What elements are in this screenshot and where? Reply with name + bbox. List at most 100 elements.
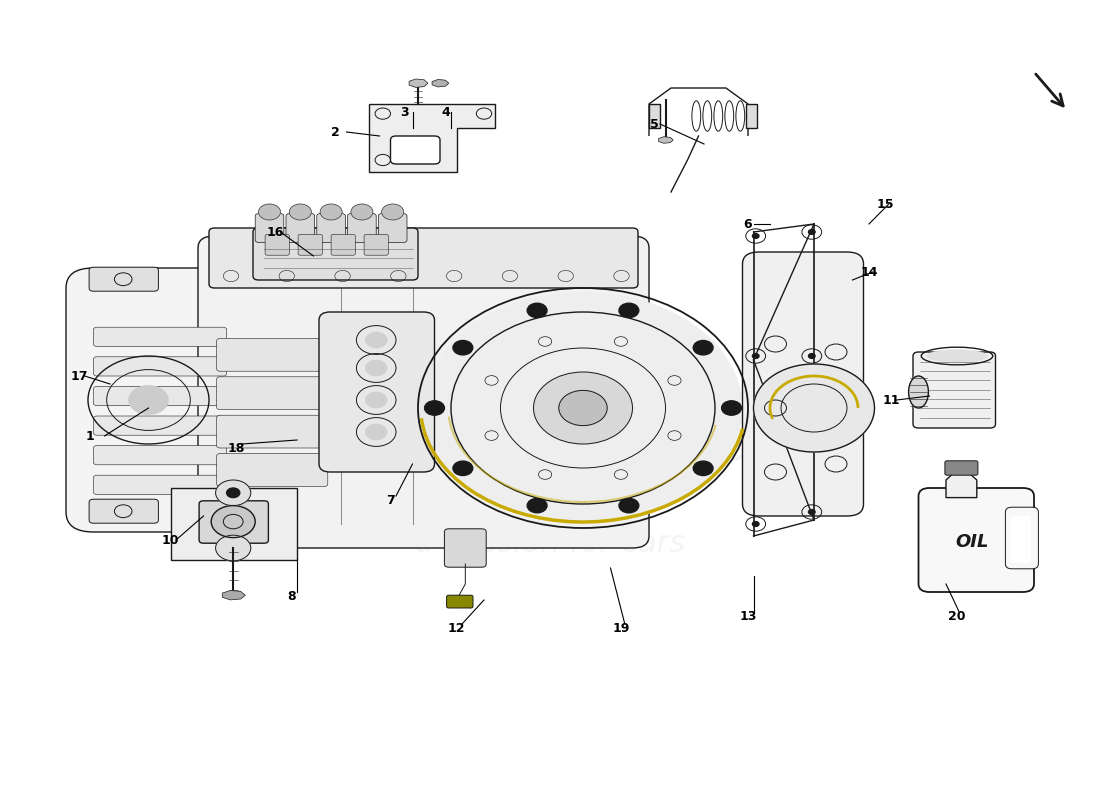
Text: 12: 12 [448, 622, 465, 634]
Circle shape [808, 510, 815, 514]
Bar [649, 104, 660, 128]
Circle shape [258, 204, 280, 220]
Circle shape [559, 390, 607, 426]
Circle shape [453, 341, 473, 355]
FancyBboxPatch shape [319, 312, 435, 472]
FancyBboxPatch shape [66, 268, 264, 532]
FancyBboxPatch shape [94, 386, 227, 406]
Circle shape [424, 292, 742, 524]
Circle shape [425, 401, 444, 415]
Circle shape [365, 332, 387, 348]
FancyBboxPatch shape [317, 214, 345, 242]
Circle shape [754, 364, 875, 452]
Circle shape [129, 386, 168, 414]
Ellipse shape [926, 350, 988, 362]
FancyBboxPatch shape [348, 214, 376, 242]
Text: 15: 15 [877, 198, 894, 210]
FancyBboxPatch shape [444, 529, 486, 567]
Text: 14: 14 [860, 266, 878, 278]
Text: 20: 20 [948, 610, 966, 622]
FancyBboxPatch shape [199, 501, 268, 543]
Polygon shape [368, 104, 495, 172]
FancyBboxPatch shape [89, 267, 158, 291]
Ellipse shape [909, 376, 928, 408]
Circle shape [808, 354, 815, 358]
FancyBboxPatch shape [945, 461, 978, 475]
FancyBboxPatch shape [255, 214, 284, 242]
Text: OIL: OIL [956, 533, 989, 550]
FancyBboxPatch shape [94, 475, 227, 494]
Bar [746, 104, 757, 128]
Polygon shape [946, 472, 977, 498]
FancyBboxPatch shape [94, 327, 227, 346]
FancyBboxPatch shape [364, 234, 388, 255]
Circle shape [752, 234, 759, 238]
Text: since 1985: since 1985 [525, 427, 751, 469]
FancyBboxPatch shape [298, 234, 322, 255]
FancyBboxPatch shape [378, 214, 407, 242]
Text: 4: 4 [441, 106, 450, 118]
Circle shape [693, 341, 713, 355]
Circle shape [227, 488, 240, 498]
Polygon shape [409, 79, 428, 87]
Circle shape [808, 230, 815, 234]
Text: 19: 19 [613, 622, 630, 634]
Circle shape [289, 204, 311, 220]
FancyBboxPatch shape [209, 228, 638, 288]
FancyBboxPatch shape [217, 338, 328, 371]
FancyBboxPatch shape [331, 234, 355, 255]
FancyBboxPatch shape [1011, 516, 1031, 562]
FancyBboxPatch shape [89, 499, 158, 523]
Circle shape [365, 424, 387, 440]
FancyBboxPatch shape [286, 214, 315, 242]
Text: 1: 1 [86, 430, 95, 442]
Text: 8: 8 [287, 590, 296, 602]
Circle shape [752, 354, 759, 358]
Circle shape [722, 401, 741, 415]
FancyBboxPatch shape [390, 136, 440, 164]
Polygon shape [170, 488, 297, 560]
Circle shape [216, 535, 251, 561]
FancyBboxPatch shape [918, 488, 1034, 592]
FancyBboxPatch shape [94, 416, 227, 435]
Circle shape [619, 303, 639, 318]
Polygon shape [659, 137, 673, 143]
Text: 18: 18 [228, 442, 245, 454]
FancyBboxPatch shape [94, 357, 227, 376]
Circle shape [693, 461, 713, 475]
Text: 7: 7 [386, 494, 395, 506]
FancyBboxPatch shape [253, 228, 418, 280]
Circle shape [527, 498, 547, 513]
Text: 10: 10 [162, 534, 179, 546]
Text: 2: 2 [331, 126, 340, 138]
FancyBboxPatch shape [217, 377, 328, 410]
FancyBboxPatch shape [742, 252, 864, 516]
Circle shape [534, 372, 632, 444]
Circle shape [527, 303, 547, 318]
FancyBboxPatch shape [447, 595, 473, 608]
Text: 5: 5 [650, 118, 659, 130]
FancyBboxPatch shape [94, 446, 227, 465]
Circle shape [453, 461, 473, 475]
Text: 11: 11 [882, 394, 900, 406]
Circle shape [752, 522, 759, 526]
Text: 13: 13 [739, 610, 757, 622]
FancyBboxPatch shape [913, 352, 996, 428]
FancyBboxPatch shape [1005, 507, 1038, 569]
Circle shape [351, 204, 373, 220]
Text: 16: 16 [266, 226, 284, 238]
Text: 6: 6 [744, 218, 752, 230]
Circle shape [216, 480, 251, 506]
Polygon shape [222, 590, 245, 600]
FancyBboxPatch shape [198, 236, 649, 548]
Circle shape [320, 204, 342, 220]
Circle shape [211, 506, 255, 538]
Circle shape [382, 204, 404, 220]
FancyBboxPatch shape [217, 415, 328, 448]
Circle shape [619, 498, 639, 513]
Circle shape [365, 360, 387, 376]
FancyBboxPatch shape [265, 234, 289, 255]
Text: a passion for cars: a passion for cars [415, 530, 685, 558]
Text: 3: 3 [400, 106, 409, 118]
Text: 17: 17 [70, 370, 88, 382]
